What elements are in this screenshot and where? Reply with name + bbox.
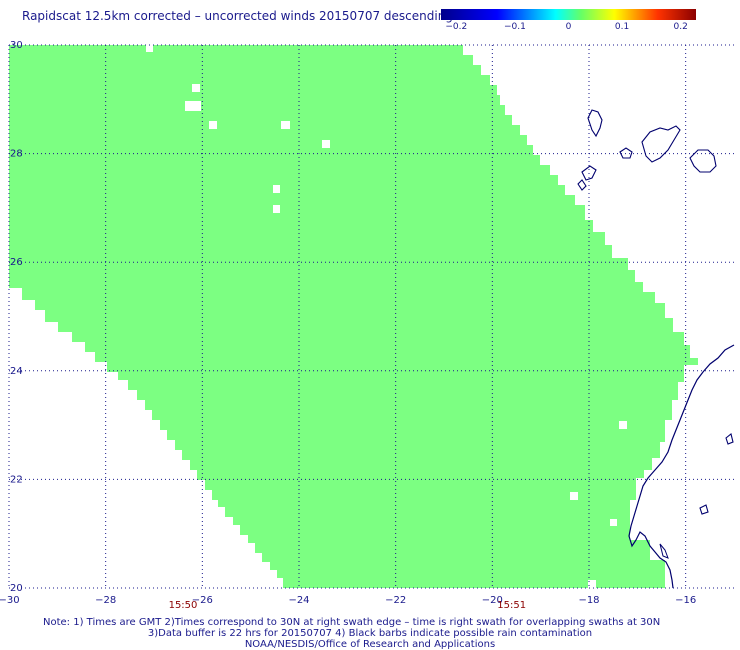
longitude-tick-label: −16 [675, 595, 696, 606]
island-outline [581, 165, 597, 181]
map-title: Rapidscat 12.5km corrected – uncorrected… [22, 9, 453, 23]
wind-swath [9, 45, 698, 588]
colorbar [441, 9, 696, 20]
data-gap [146, 45, 153, 52]
data-gap [588, 580, 596, 588]
colorbar-tick-label: −0.1 [504, 22, 526, 32]
island-outline [689, 149, 717, 173]
colorbar-tick-label: −0.2 [445, 22, 468, 32]
note-line-2: 3)Data buffer is 22 hrs for 20150707 4) … [147, 628, 593, 639]
longitude-tick-label: −26 [192, 595, 213, 606]
pass-time-label: 15:50 [169, 600, 198, 611]
latitude-tick-label: 28 [10, 149, 23, 160]
data-gap [273, 205, 280, 213]
longitude-tick-label: −18 [578, 595, 599, 606]
latitude-tick-label: 24 [10, 366, 23, 377]
longitude-tick-label: −20 [482, 595, 503, 606]
data-gap [185, 101, 201, 111]
data-gap [192, 84, 200, 92]
latitude-tick-label: 22 [10, 474, 23, 485]
colorbar-tick-label: 0 [565, 22, 572, 32]
data-gap [610, 519, 617, 526]
latitude-tick-label: 26 [10, 257, 23, 268]
island-outline [577, 179, 587, 191]
pass-time-label: 15:51 [497, 600, 526, 611]
data-gap [273, 185, 280, 193]
colorbar-tick-label: 0.1 [614, 22, 630, 32]
data-gap [281, 121, 290, 129]
coastal-inlet [659, 543, 669, 559]
island-outline [587, 109, 603, 138]
longitude-tick-label: −24 [288, 595, 309, 606]
island-outline [699, 504, 709, 515]
note-line-3: NOAA/NESDIS/Office of Research and Appli… [244, 639, 496, 650]
african-coastline [628, 344, 735, 589]
longitude-tick-label: −22 [385, 595, 406, 606]
note-line-1: Note: 1) Times are GMT 2)Times correspon… [43, 617, 661, 628]
data-gap [570, 492, 578, 500]
data-gap [619, 421, 627, 429]
latitude-tick-label: 20 [10, 583, 23, 594]
island-outline [619, 147, 633, 159]
island-outline [725, 433, 734, 445]
data-gap [209, 121, 217, 129]
colorbar-tick-label: 0.2 [673, 22, 688, 32]
latitude-tick-label: 30 [10, 40, 23, 51]
island-outline [641, 125, 681, 163]
data-gap [322, 140, 330, 148]
longitude-tick-label: −28 [95, 595, 116, 606]
longitude-tick-label: −30 [0, 595, 20, 606]
wind-map: −30 −28 −26 −24 −22 −20 −18 −16 30 28 26 24 22 20 15:5… [0, 40, 735, 611]
